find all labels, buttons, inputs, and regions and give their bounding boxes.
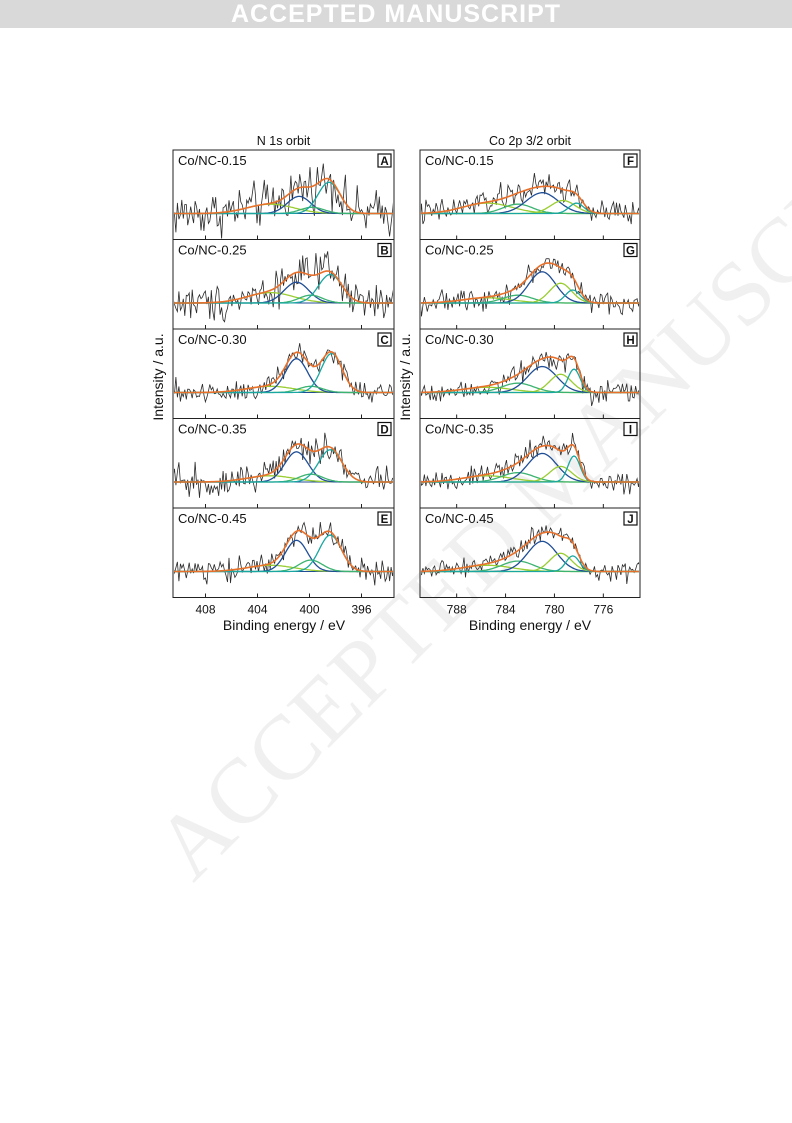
series-fit-envelope [174,529,393,573]
panel-plot-area [421,258,639,317]
panel-letter: I [629,425,632,437]
panel-letter-box [377,421,392,437]
x-tick-label: 784 [496,603,516,617]
panel-sample-label: Co/NC-0.30 [425,332,494,347]
x-tick-label: 396 [351,603,371,617]
panel-letter-box [377,153,392,168]
shared-y-label: Intensity / a.u. [150,333,166,420]
manuscript-banner: ACCEPTED MANUSCRIPT [0,0,792,28]
panel-plot-area [174,432,393,498]
series-component-3 [421,452,639,483]
panel-frame [419,507,641,598]
shared-x-label-right: Binding energy / eV [469,617,592,633]
column-title: Co 2p 3/2 orbit [489,134,572,148]
panel-H: Co/NC-0.30 H [419,328,641,419]
panel-sample-label: Co/NC-0.15 [425,153,494,168]
panel-A: Co/NC-0.15 A [172,149,395,240]
panel-letter: J [627,514,633,526]
panel-plot-area [421,432,639,495]
panel-sample-label: Co/NC-0.35 [425,422,494,437]
series-raw-spectrum [421,432,639,495]
panel-letter: F [627,156,634,168]
shared-x-label: Binding energy / eV [223,617,346,633]
panel-frame [172,507,395,598]
banner-text: ACCEPTED MANUSCRIPT [230,0,562,28]
x-tick-label: 780 [544,603,564,617]
x-tick-label: 776 [593,603,613,617]
shared-y-label-right: Intensity / a.u. [397,333,413,420]
panel-letter: E [381,514,389,526]
panel-plot-area [174,343,393,404]
column-title: N 1s orbit [257,134,311,148]
panel-letter-box [623,421,638,437]
panel-D: Co/NC-0.35 D [172,418,395,509]
panel-sample-label: Co/NC-0.30 [178,332,247,347]
panel-letter-box [377,242,392,258]
series-raw-spectrum [174,251,393,323]
series-fit-envelope [174,443,393,483]
panel-sample-label: Co/NC-0.25 [178,243,247,258]
panel-sample-label: Co/NC-0.15 [178,153,247,168]
series-raw-spectrum [421,525,639,585]
panel-plot-area [421,525,639,585]
panel-plot-area [174,521,393,586]
panel-letter: G [626,246,635,258]
panel-plot-area [421,351,639,407]
panel-sample-label: Co/NC-0.45 [178,511,247,526]
x-tick-label: 404 [247,603,267,617]
panel-letter-box [623,511,638,526]
x-tick-label: 400 [299,603,319,617]
series-fit-envelope [421,185,639,215]
panel-G: Co/NC-0.25 G [419,239,641,330]
panel-plot-area [174,163,393,239]
panel-letter: H [626,335,634,347]
panel-letter: B [380,246,388,258]
panel-letter: D [380,425,388,437]
series-fit-envelope [174,350,393,394]
series-fit-envelope [174,177,393,215]
panel-sample-label: Co/NC-0.25 [425,243,494,258]
series-component-2 [174,451,393,483]
series-fit-envelope [421,262,639,304]
panel-plot-area [174,251,393,323]
panel-letter-box [377,332,392,347]
panel-letter-box [623,153,638,168]
panel-letter-box [623,242,638,258]
series-raw-spectrum [174,343,393,404]
x-tick-label: 408 [195,603,215,617]
panel-E: Co/NC-0.45 E [172,507,395,598]
x-tick-label: 788 [447,603,467,617]
panel-I: Co/NC-0.35 I [419,418,641,509]
series-component-3 [421,540,639,573]
panel-F: Co/NC-0.15 F [419,149,641,240]
panel-letter: A [380,156,388,168]
panel-C: Co/NC-0.30 C [172,328,395,419]
series-raw-spectrum [174,163,393,239]
panel-B: Co/NC-0.25 B [172,239,395,330]
panel-letter-box [623,332,638,347]
series-fit-envelope [174,270,393,304]
panel-J: Co/NC-0.45 J [419,507,641,598]
series-raw-spectrum [421,258,639,317]
series-component-5 [421,455,639,483]
panel-sample-label: Co/NC-0.35 [178,422,247,437]
panel-sample-label: Co/NC-0.45 [425,511,494,526]
series-fit-envelope [421,355,639,394]
panel-letter: C [380,335,388,347]
panel-letter-box [377,511,392,526]
series-component-3 [421,271,639,304]
series-fit-envelope [421,443,639,483]
series-raw-spectrum [174,432,393,498]
series-raw-spectrum [421,351,639,407]
series-raw-spectrum [174,521,393,586]
series-fit-envelope [421,531,639,573]
panel-plot-area [421,173,639,225]
